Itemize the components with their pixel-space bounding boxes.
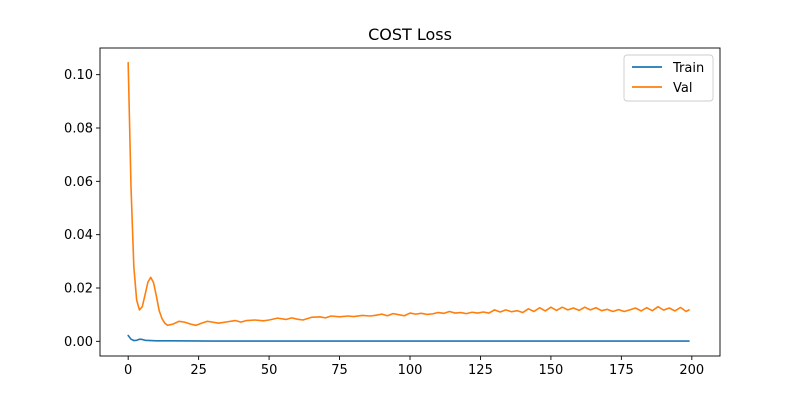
x-tick-label: 200 <box>679 363 704 378</box>
y-tick-label: 0.04 <box>64 228 93 243</box>
axes-frame <box>99 47 721 357</box>
legend-label-val: Val <box>673 81 692 96</box>
plot-area: 0 25 50 75 100 125 150 175 200 0.000.020.040.060… <box>64 47 721 378</box>
x-tick-label: 75 <box>331 363 348 378</box>
y-tick-label: 0.08 <box>64 122 93 137</box>
x-tick-label: 25 <box>190 363 207 378</box>
x-tick-label: 0 <box>124 363 132 378</box>
x-tick-label: 100 <box>398 363 423 378</box>
y-tick-label: 0.06 <box>64 175 93 190</box>
series-line-val <box>127 61 690 327</box>
x-tick-label: 125 <box>468 363 493 378</box>
x-tick-label: 150 <box>538 363 563 378</box>
y-axis-ticks: 0.00 0.02 0.04 0.06 0.08 0.10 <box>64 68 100 350</box>
chart-title: COST Loss <box>368 25 452 44</box>
series-layer <box>127 61 690 342</box>
legend-label-train: Train <box>672 61 704 76</box>
y-tick-label: 0.10 <box>64 68 93 83</box>
x-tick-label: 50 <box>261 363 278 378</box>
y-tick-label: 0.02 <box>64 282 93 297</box>
y-tick-label: 0.00 <box>64 335 93 350</box>
legend: Train Val <box>623 54 714 102</box>
x-tick-label: 175 <box>609 363 634 378</box>
series-line-train <box>127 334 690 342</box>
x-axis-ticks: 0 25 50 75 100 125 150 175 200 <box>124 356 704 378</box>
